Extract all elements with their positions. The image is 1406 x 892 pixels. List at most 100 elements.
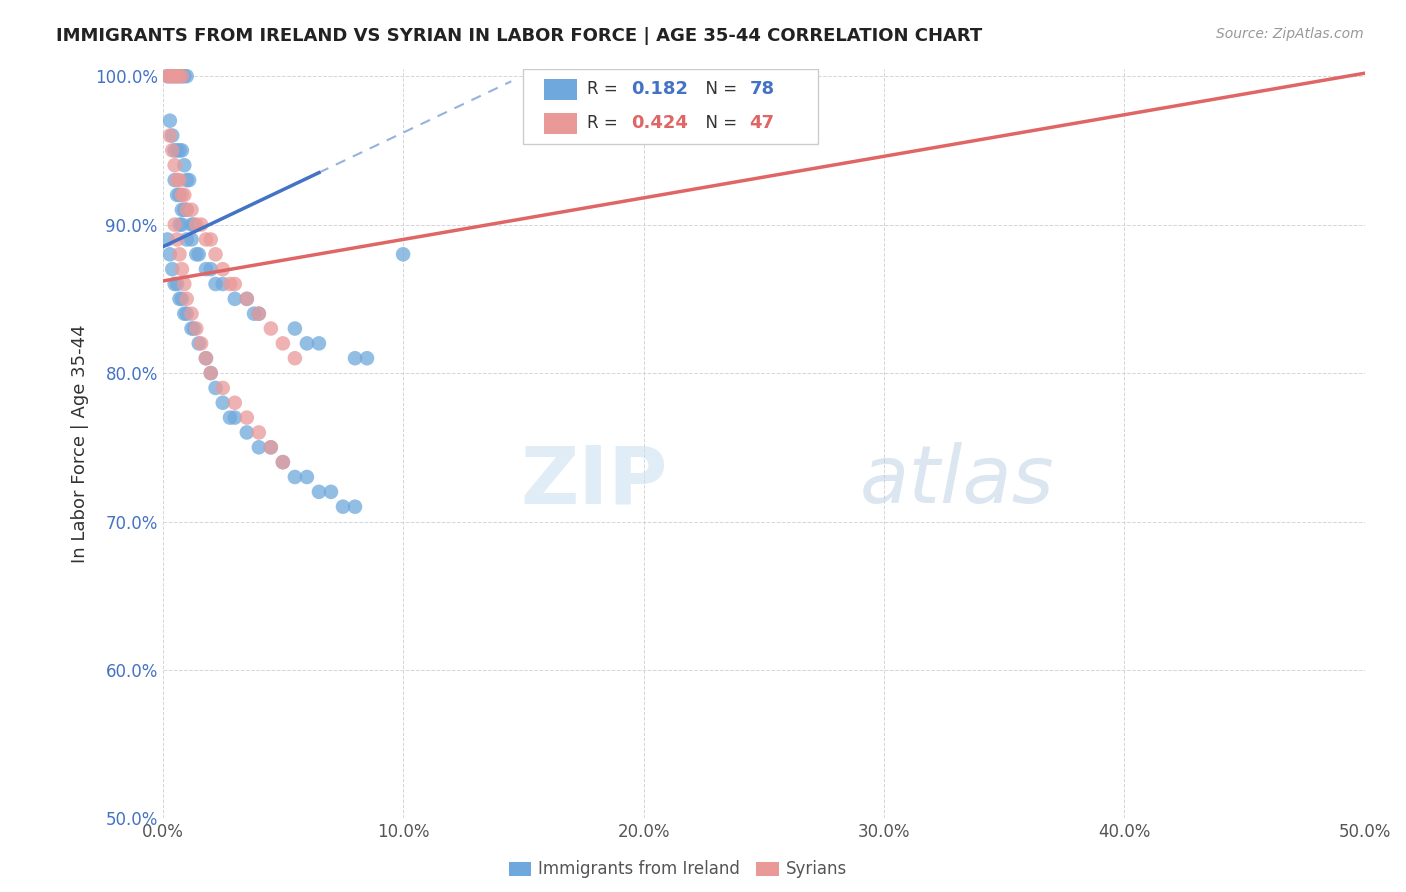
Point (243, 307, 266, 321)
Point (247, 307, 270, 321)
Point (247, 425, 270, 440)
Point (169, 144, 191, 158)
Point (343, 500, 366, 514)
Point (166, 69, 188, 83)
Text: Syrians: Syrians (786, 860, 848, 878)
FancyBboxPatch shape (523, 69, 818, 144)
Point (183, 321, 205, 335)
Point (284, 470, 307, 484)
Point (247, 307, 270, 321)
Text: R =: R = (588, 80, 623, 98)
Point (319, 484, 342, 499)
Point (219, 410, 242, 425)
Text: ZIP: ZIP (520, 442, 668, 520)
Point (176, 307, 198, 321)
Point (180, 307, 202, 321)
Point (170, 69, 193, 83)
Y-axis label: In Labor Force | Age 35-44: In Labor Force | Age 35-44 (72, 325, 89, 563)
Point (332, 500, 354, 514)
Point (260, 440, 283, 454)
Point (162, 69, 184, 83)
Text: 0.182: 0.182 (631, 80, 689, 98)
Point (156, 69, 179, 83)
Point (236, 292, 259, 306)
Point (284, 351, 307, 366)
Point (162, 128, 184, 143)
Point (186, 247, 208, 261)
Point (170, 202, 193, 217)
Point (204, 247, 226, 261)
Point (271, 455, 294, 469)
Text: Source: ZipAtlas.com: Source: ZipAtlas.com (1216, 27, 1364, 41)
Point (170, 262, 193, 277)
Point (169, 247, 191, 261)
Point (156, 69, 179, 83)
Point (162, 69, 184, 83)
Point (211, 262, 233, 277)
Point (224, 292, 246, 306)
Point (170, 144, 193, 158)
Point (204, 277, 226, 291)
Point (169, 188, 191, 202)
Point (260, 321, 283, 335)
Point (163, 69, 186, 83)
Point (186, 321, 208, 335)
Point (224, 277, 246, 291)
Point (295, 336, 318, 351)
Point (200, 232, 222, 246)
Text: atlas: atlas (860, 442, 1054, 520)
Point (308, 336, 330, 351)
Text: 47: 47 (749, 114, 775, 132)
Point (211, 396, 233, 410)
Point (194, 351, 217, 366)
Point (180, 202, 202, 217)
Point (176, 173, 198, 187)
Point (176, 202, 198, 217)
Point (343, 351, 366, 366)
Point (356, 351, 378, 366)
Text: N =: N = (695, 80, 742, 98)
Point (260, 440, 283, 454)
Point (159, 128, 181, 143)
Point (169, 218, 191, 232)
Point (236, 410, 259, 425)
Point (176, 202, 198, 217)
Point (183, 218, 205, 232)
Point (162, 262, 184, 277)
Point (180, 232, 202, 246)
Point (271, 455, 294, 469)
Point (163, 218, 186, 232)
Point (176, 232, 198, 246)
Point (166, 173, 188, 187)
Point (190, 218, 212, 232)
Point (219, 277, 242, 291)
Point (170, 188, 193, 202)
Point (194, 351, 217, 366)
Point (194, 262, 217, 277)
Point (236, 292, 259, 306)
Point (190, 336, 212, 351)
Point (173, 188, 195, 202)
Point (169, 292, 191, 306)
Point (176, 69, 198, 83)
Point (180, 218, 202, 232)
Point (186, 218, 208, 232)
FancyBboxPatch shape (544, 112, 578, 134)
Point (187, 336, 209, 351)
Point (159, 247, 181, 261)
Point (173, 277, 195, 291)
Text: Immigrants from Ireland: Immigrants from Ireland (538, 860, 741, 878)
Point (392, 247, 415, 261)
Text: R =: R = (588, 114, 623, 132)
Point (159, 69, 181, 83)
Point (295, 470, 318, 484)
Point (284, 321, 307, 335)
Point (211, 277, 233, 291)
Point (204, 381, 226, 395)
Point (200, 366, 222, 380)
Point (176, 292, 198, 306)
Point (169, 173, 191, 187)
Point (166, 277, 188, 291)
Point (159, 113, 181, 128)
Point (271, 336, 294, 351)
